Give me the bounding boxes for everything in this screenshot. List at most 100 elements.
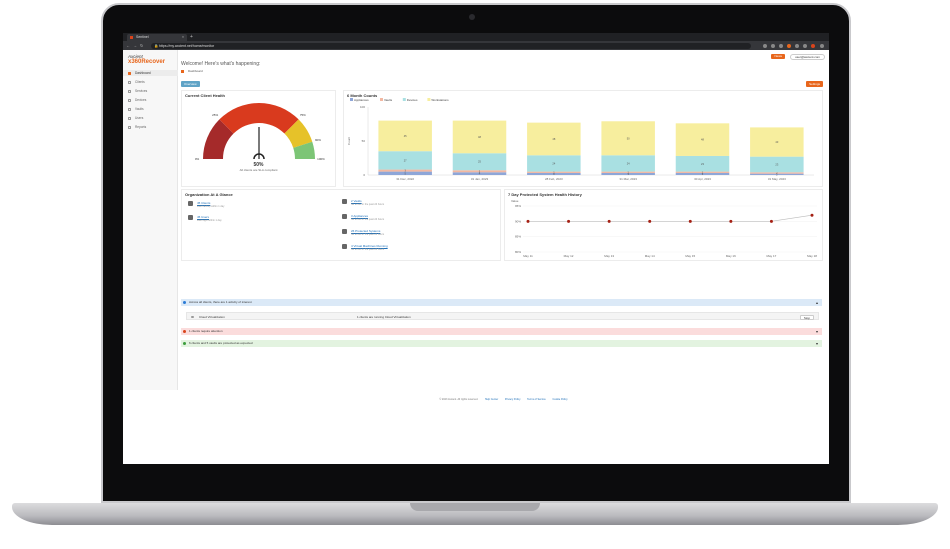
bar-segment[interactable] xyxy=(378,151,432,170)
success-alert[interactable]: 6 clients and 5 vaults are protected as … xyxy=(181,340,822,347)
extension-icon[interactable] xyxy=(795,43,799,48)
bar-segment[interactable] xyxy=(750,172,804,174)
bar-segment[interactable] xyxy=(675,155,730,172)
bar-segment[interactable] xyxy=(601,121,655,156)
data-point[interactable] xyxy=(567,219,571,223)
footer-link[interactable]: Terms of Service xyxy=(527,398,546,401)
gauge-tick-label: 25% xyxy=(212,113,218,117)
bar-segment[interactable] xyxy=(452,120,507,154)
footer-link[interactable]: Privacy Policy xyxy=(504,398,521,401)
bar-segment[interactable] xyxy=(675,171,730,173)
org-item-link[interactable]: 45 Clients xyxy=(197,201,211,205)
sidebar-item-dashboard[interactable]: Dashboard xyxy=(123,70,178,76)
bar-segment[interactable] xyxy=(452,153,507,171)
bar-segment[interactable] xyxy=(527,122,581,156)
gauge-band xyxy=(284,119,313,148)
sidebar-item-reports[interactable]: Reports xyxy=(123,124,178,130)
y-tick-label: 80% xyxy=(515,250,521,254)
sidebar-item-icon xyxy=(128,125,131,129)
org-glance-panel: Organization At A Glance 45 Clients Last … xyxy=(181,189,501,261)
chevron-up-icon[interactable]: ▴ xyxy=(815,300,818,305)
bar-segment[interactable] xyxy=(527,155,581,172)
extension-icon[interactable] xyxy=(779,43,783,48)
bar-segment[interactable] xyxy=(750,173,804,175)
bar-data-label: 3 xyxy=(404,169,406,173)
org-item-link[interactable]: 26 Protected Systems xyxy=(351,229,381,233)
cloud-icon xyxy=(191,316,194,318)
monitor-icon xyxy=(342,229,347,234)
extension-icon[interactable] xyxy=(787,43,791,48)
sidebar-item-devices[interactable]: Devices xyxy=(123,97,178,103)
y-tick-label: 90% xyxy=(515,219,521,223)
sidebar-item-icon xyxy=(128,98,131,102)
legend-entry[interactable]: Appliances xyxy=(354,98,369,102)
sidebar-item-vaults[interactable]: Vaults xyxy=(123,106,178,112)
bar-segment[interactable] xyxy=(378,171,432,175)
data-point[interactable] xyxy=(810,213,814,217)
bar-segment[interactable] xyxy=(527,171,581,173)
back-icon[interactable]: ← xyxy=(126,43,130,48)
warning-alert[interactable]: 1 clients require attention ▾ xyxy=(181,328,822,335)
data-point[interactable] xyxy=(648,219,652,223)
bar-segment[interactable] xyxy=(750,127,804,157)
legend-entry[interactable]: Vaults xyxy=(384,98,393,102)
gauge-band xyxy=(293,141,315,159)
bar-segment[interactable] xyxy=(452,170,507,173)
legend-swatch xyxy=(402,98,406,101)
footer-link[interactable]: Cookie Policy xyxy=(552,398,568,401)
reload-icon[interactable]: ↻ xyxy=(140,43,144,48)
sidebar-item-users[interactable]: Users xyxy=(123,115,178,121)
data-point[interactable] xyxy=(729,219,733,223)
extension-icon[interactable] xyxy=(763,43,767,48)
legend-entry[interactable]: Workstations xyxy=(431,98,449,102)
news-button[interactable]: News xyxy=(771,54,785,59)
menu-icon[interactable] xyxy=(820,43,824,48)
bar-segment[interactable] xyxy=(675,123,730,156)
data-point[interactable] xyxy=(769,219,773,223)
chevron-down-icon[interactable]: ▾ xyxy=(815,341,818,346)
bar-segment[interactable] xyxy=(452,172,507,175)
org-item-link[interactable]: 2 Vaults xyxy=(351,199,362,203)
settings-button[interactable]: Settings xyxy=(806,81,823,87)
sidebar-item-label: Clients xyxy=(135,80,145,84)
user-menu[interactable]: user@axcient.com xyxy=(790,53,825,60)
logo[interactable]: Axcient x360Recover xyxy=(128,54,174,66)
bar-segment[interactable] xyxy=(601,155,655,172)
bar-segment[interactable] xyxy=(527,172,581,175)
overview-button[interactable]: Overview xyxy=(181,81,200,87)
bar-segment[interactable] xyxy=(378,120,432,152)
sidebar-item-services[interactable]: Services xyxy=(123,88,178,94)
browser-tab[interactable]: Sentinel × xyxy=(127,34,187,41)
org-item-link[interactable]: 4 Virtual Machines Running xyxy=(351,244,388,248)
bar-segment[interactable] xyxy=(601,172,655,175)
close-tab-icon[interactable]: × xyxy=(181,35,184,39)
data-point[interactable] xyxy=(526,219,530,223)
data-point[interactable] xyxy=(607,219,611,223)
org-item-link[interactable]: 3 Appliances xyxy=(351,214,369,218)
extension-icon[interactable] xyxy=(803,43,807,48)
bar-segment[interactable] xyxy=(675,172,730,175)
address-bar[interactable]: 🔒 https://my.axcient.net/home/monitor xyxy=(151,42,751,49)
extension-icon[interactable] xyxy=(771,43,775,48)
bar-segment[interactable] xyxy=(601,171,655,173)
forward-icon[interactable]: → xyxy=(133,43,137,48)
bar-segment[interactable] xyxy=(378,169,432,172)
home-icon[interactable] xyxy=(181,69,184,73)
chevron-down-icon[interactable]: ▾ xyxy=(815,329,818,334)
footer: © 2023 Axcient. All rights reserved. Hel… xyxy=(178,398,829,401)
sidebar: Axcient x360Recover Dashboard Clients Serv… xyxy=(123,50,178,390)
info-alert[interactable]: Across all clients, there are 1 activity… xyxy=(181,299,822,306)
bar-data-label: 2 xyxy=(776,172,778,176)
org-item-sub: No errors in the past 24 hours xyxy=(351,248,385,251)
stop-button[interactable]: Stop xyxy=(799,314,814,320)
breadcrumb-current: Dashboard xyxy=(188,69,203,73)
footer-link[interactable]: Help Center xyxy=(484,398,499,401)
sidebar-item-clients[interactable]: Clients xyxy=(123,79,178,85)
org-item-link[interactable]: 45 Users xyxy=(197,215,210,219)
data-point[interactable] xyxy=(688,219,692,223)
profile-avatar[interactable] xyxy=(811,43,815,48)
legend-entry[interactable]: Devices xyxy=(407,98,418,102)
org-item: 45 Clients Last backup within 1 day xyxy=(188,201,328,210)
bar-segment[interactable] xyxy=(750,156,804,173)
new-tab-button[interactable]: + xyxy=(190,34,193,40)
